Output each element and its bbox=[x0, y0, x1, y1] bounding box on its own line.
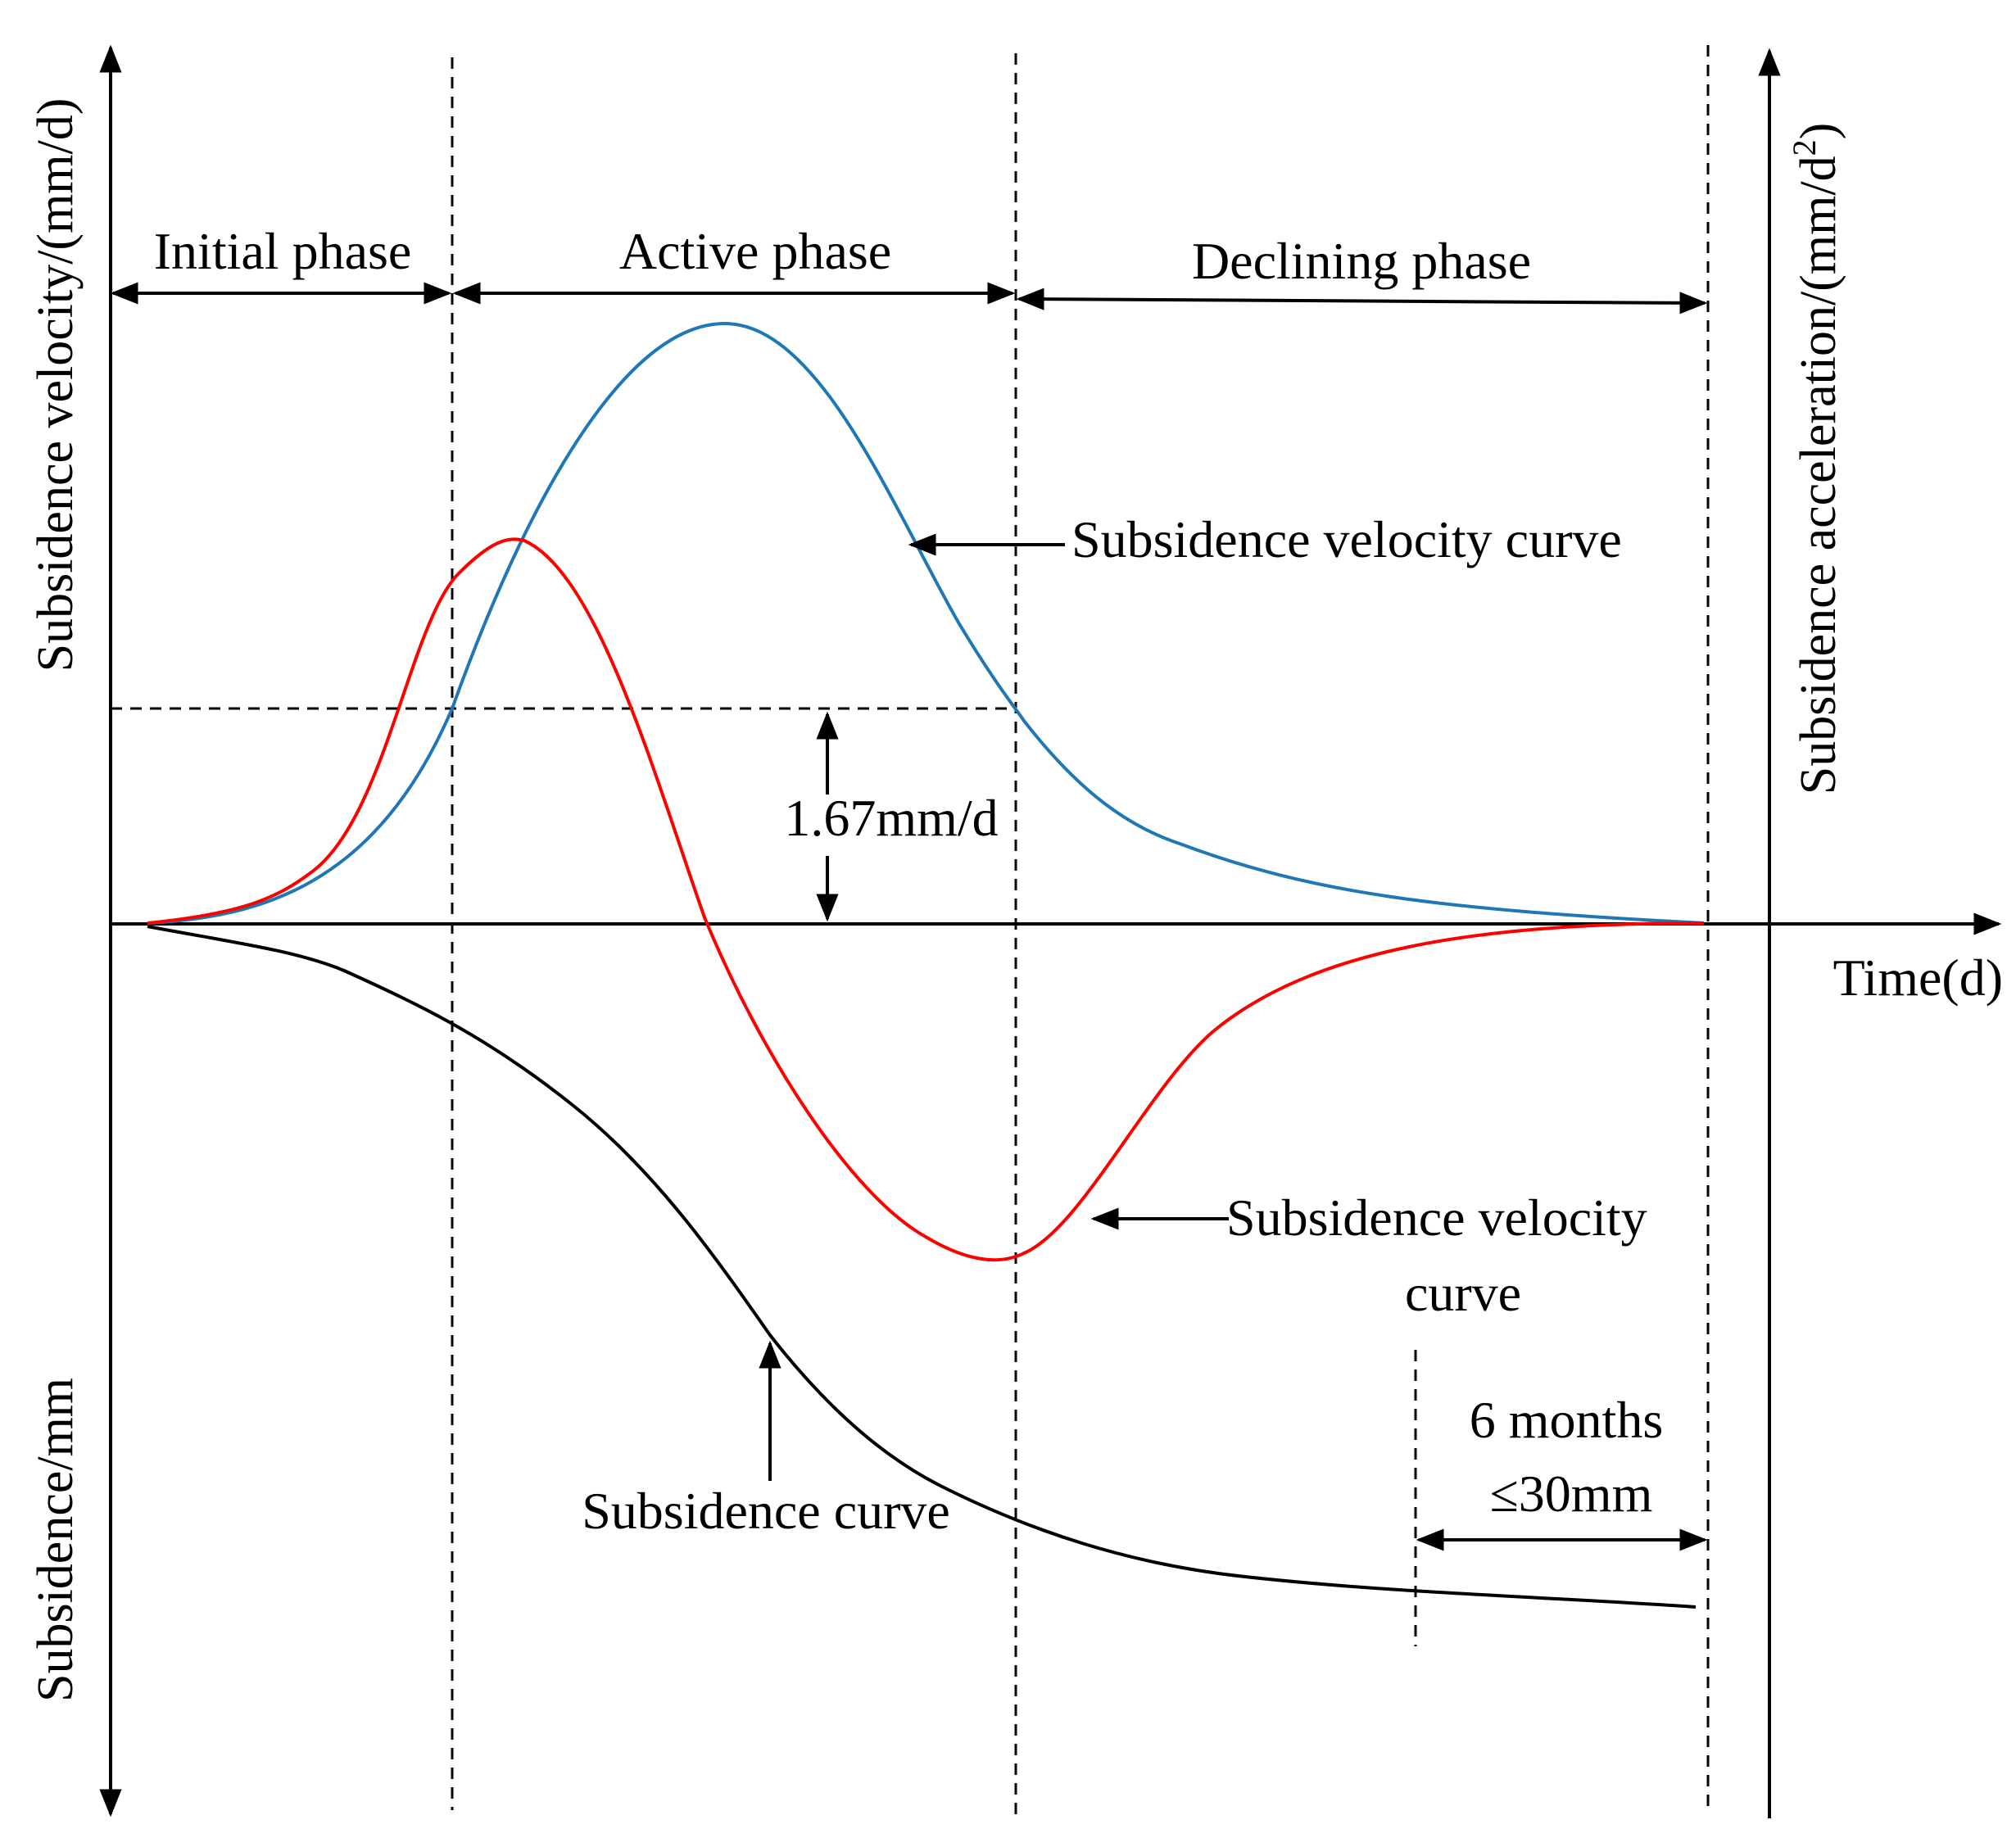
y-axis-bottom-label: Subsidence/mm bbox=[28, 1378, 84, 1702]
y-axis-right-label: Subsidence acceleration/(mm/d2) bbox=[1786, 123, 1846, 795]
six-months-label: 6 months bbox=[1470, 1391, 1663, 1449]
initial-phase-label: Initial phase bbox=[154, 222, 412, 280]
subsidence-curve-label: Subsidence curve bbox=[582, 1482, 950, 1540]
subsidence-curve bbox=[147, 925, 1697, 1609]
x-axis-label: Time(d) bbox=[1833, 948, 2003, 1007]
declining-phase-arrow bbox=[1016, 287, 1708, 315]
declining-phase-label: Declining phase bbox=[1192, 232, 1531, 290]
y-axis-top-label: Subsidence velocity/(mm/d) bbox=[28, 98, 84, 672]
active-phase-label: Active phase bbox=[619, 222, 891, 280]
limit-label: ≤30mm bbox=[1490, 1464, 1653, 1523]
velocity-curve bbox=[147, 321, 1705, 925]
acceleration-curve-label-line2: curve bbox=[1405, 1264, 1521, 1322]
acceleration-curve bbox=[147, 537, 1705, 1262]
velocity-curve-label: Subsidence velocity curve bbox=[1071, 510, 1622, 568]
threshold-label: 1.67mm/d bbox=[784, 789, 998, 847]
acceleration-curve-label-line1: Subsidence velocity bbox=[1226, 1188, 1647, 1247]
